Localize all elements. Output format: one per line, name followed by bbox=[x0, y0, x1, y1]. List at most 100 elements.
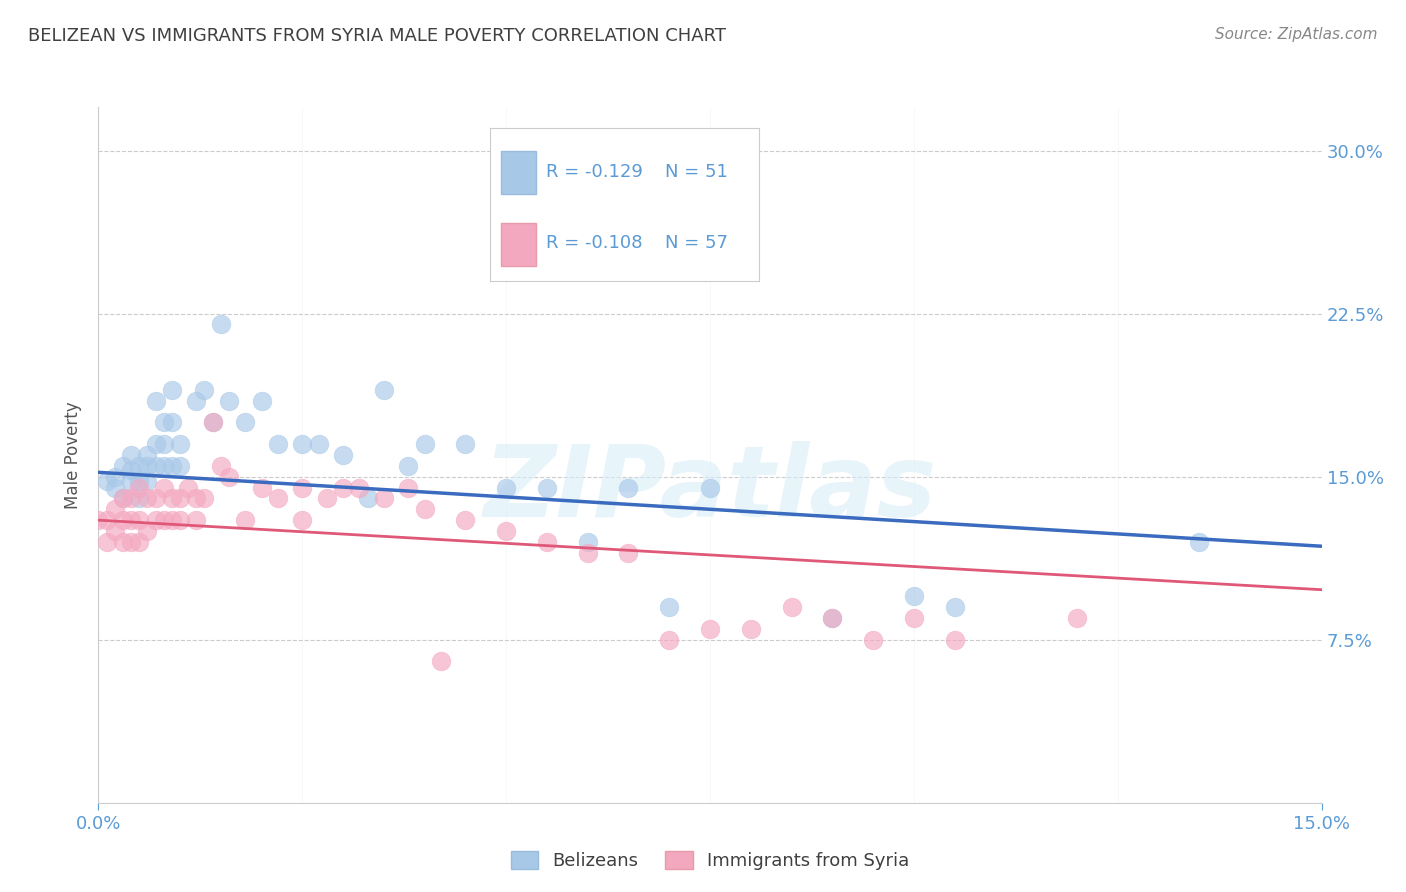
Text: N = 51: N = 51 bbox=[665, 162, 728, 180]
Point bbox=[120, 448, 142, 462]
Point bbox=[169, 513, 191, 527]
Point bbox=[96, 535, 118, 549]
Point bbox=[349, 481, 371, 495]
Point bbox=[332, 481, 354, 495]
Point bbox=[120, 474, 142, 488]
Point bbox=[111, 491, 134, 506]
Point bbox=[111, 491, 134, 506]
Point bbox=[699, 481, 721, 495]
Point bbox=[145, 393, 167, 408]
Point bbox=[186, 513, 208, 527]
Point bbox=[536, 535, 558, 549]
Point bbox=[96, 474, 118, 488]
Point bbox=[315, 491, 337, 506]
Point bbox=[136, 458, 159, 473]
Point bbox=[233, 415, 256, 429]
Point bbox=[169, 437, 191, 451]
Point bbox=[267, 437, 290, 451]
Point bbox=[413, 502, 436, 516]
Point bbox=[332, 448, 354, 462]
Point bbox=[145, 491, 167, 506]
Point bbox=[943, 600, 966, 615]
Point bbox=[430, 655, 453, 669]
Text: ZIPatlas: ZIPatlas bbox=[484, 442, 936, 538]
Point bbox=[128, 458, 150, 473]
Point bbox=[160, 383, 183, 397]
Point bbox=[104, 481, 127, 495]
Point bbox=[903, 611, 925, 625]
Point bbox=[396, 458, 419, 473]
Point bbox=[120, 513, 142, 527]
Text: R = -0.108: R = -0.108 bbox=[547, 235, 643, 252]
Point bbox=[169, 458, 191, 473]
Point bbox=[308, 437, 330, 451]
Point bbox=[128, 513, 150, 527]
Point bbox=[128, 491, 150, 506]
Point bbox=[903, 589, 925, 603]
Point bbox=[373, 491, 395, 506]
Point bbox=[160, 491, 183, 506]
Point bbox=[658, 632, 681, 647]
Point bbox=[536, 481, 558, 495]
Point bbox=[152, 513, 174, 527]
Point bbox=[120, 535, 142, 549]
Point bbox=[104, 469, 127, 483]
Point bbox=[250, 481, 273, 495]
Point bbox=[169, 491, 191, 506]
Point bbox=[104, 524, 127, 538]
Point bbox=[111, 458, 134, 473]
Point bbox=[250, 393, 273, 408]
Point bbox=[177, 481, 200, 495]
FancyBboxPatch shape bbox=[501, 151, 536, 194]
Point bbox=[291, 437, 314, 451]
Point bbox=[145, 458, 167, 473]
Point bbox=[186, 393, 208, 408]
Point bbox=[267, 491, 290, 506]
Legend: Belizeans, Immigrants from Syria: Belizeans, Immigrants from Syria bbox=[503, 844, 917, 877]
Point bbox=[136, 448, 159, 462]
Point bbox=[128, 481, 150, 495]
Point bbox=[120, 491, 142, 506]
Point bbox=[454, 437, 477, 451]
Point bbox=[87, 513, 110, 527]
Point bbox=[209, 318, 232, 332]
FancyBboxPatch shape bbox=[501, 223, 536, 266]
Text: R = -0.129: R = -0.129 bbox=[547, 162, 643, 180]
Point bbox=[145, 437, 167, 451]
Point bbox=[201, 415, 224, 429]
Point bbox=[193, 491, 215, 506]
Point bbox=[943, 632, 966, 647]
Point bbox=[617, 481, 640, 495]
Point bbox=[454, 513, 477, 527]
Point bbox=[821, 611, 844, 625]
Point bbox=[291, 481, 314, 495]
Point bbox=[128, 474, 150, 488]
Point bbox=[111, 513, 134, 527]
Y-axis label: Male Poverty: Male Poverty bbox=[65, 401, 83, 508]
Point bbox=[136, 491, 159, 506]
Point bbox=[186, 491, 208, 506]
Point bbox=[1188, 535, 1211, 549]
Point bbox=[136, 524, 159, 538]
Point bbox=[111, 535, 134, 549]
Point bbox=[128, 535, 150, 549]
Point bbox=[1066, 611, 1088, 625]
Point bbox=[576, 535, 599, 549]
Text: Source: ZipAtlas.com: Source: ZipAtlas.com bbox=[1215, 27, 1378, 42]
Point bbox=[396, 481, 419, 495]
Point bbox=[209, 458, 232, 473]
Point bbox=[120, 463, 142, 477]
Point bbox=[233, 513, 256, 527]
Point bbox=[821, 611, 844, 625]
Point bbox=[617, 546, 640, 560]
Point bbox=[658, 600, 681, 615]
Point bbox=[356, 491, 378, 506]
Point bbox=[104, 502, 127, 516]
Point bbox=[780, 600, 803, 615]
Point bbox=[193, 383, 215, 397]
Point bbox=[291, 513, 314, 527]
Text: BELIZEAN VS IMMIGRANTS FROM SYRIA MALE POVERTY CORRELATION CHART: BELIZEAN VS IMMIGRANTS FROM SYRIA MALE P… bbox=[28, 27, 725, 45]
Point bbox=[413, 437, 436, 451]
Point bbox=[160, 415, 183, 429]
Point bbox=[495, 524, 517, 538]
